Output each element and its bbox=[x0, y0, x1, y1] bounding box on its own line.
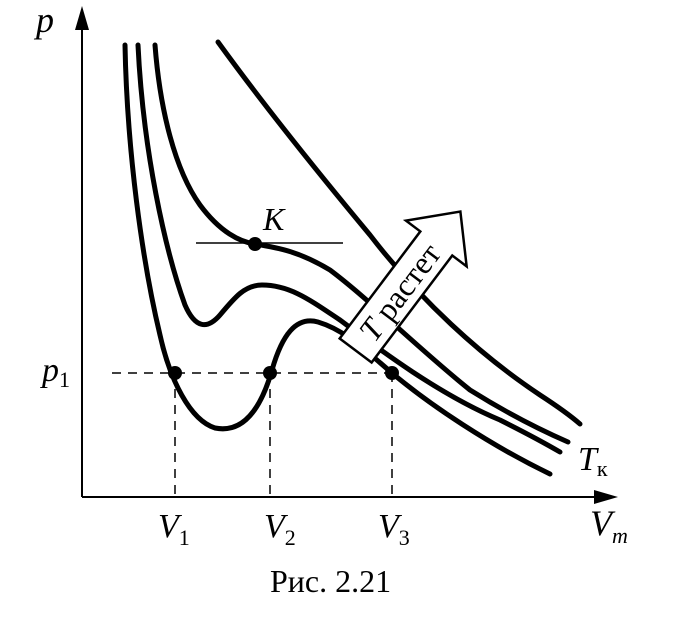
y-axis-label: p bbox=[33, 0, 54, 40]
point-v1 bbox=[168, 366, 182, 380]
critical-point-label: K bbox=[262, 201, 286, 237]
critical-point bbox=[248, 237, 262, 251]
point-v2 bbox=[263, 366, 277, 380]
v3-label: V3 bbox=[378, 508, 410, 550]
p1-label: p1 bbox=[40, 352, 70, 392]
critical-temperature-label: Tк bbox=[578, 441, 608, 481]
v1-label: V1 bbox=[158, 508, 190, 550]
x-axis-label: Vm bbox=[590, 503, 628, 548]
isotherm-middle bbox=[135, 42, 563, 455]
temperature-rise-arrow: T растет bbox=[337, 210, 469, 365]
y-axis-arrowhead bbox=[75, 6, 89, 30]
arrow-outline bbox=[337, 210, 469, 365]
x-axis-arrowhead bbox=[594, 490, 618, 504]
isotherm-critical bbox=[152, 42, 571, 445]
figure-caption: Рис. 2.21 bbox=[270, 563, 391, 599]
v2-label: V2 bbox=[264, 508, 296, 550]
point-v3 bbox=[385, 366, 399, 380]
isotherm-lowest bbox=[122, 42, 553, 477]
